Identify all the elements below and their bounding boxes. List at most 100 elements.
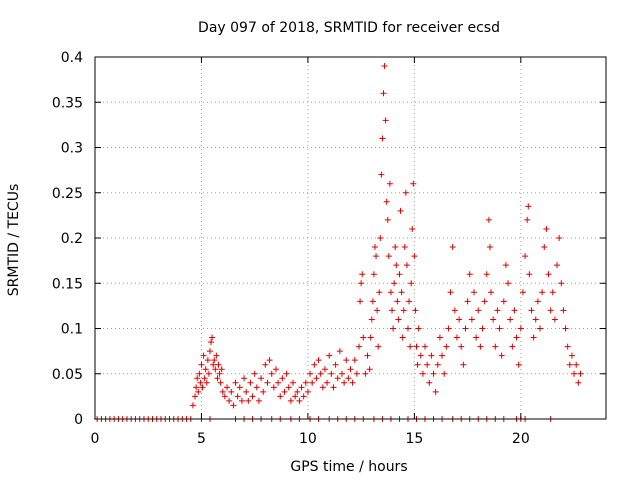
data-point: [481, 298, 488, 305]
y-tick-label: 0.15: [52, 276, 83, 292]
data-point: [247, 379, 254, 386]
data-point: [511, 307, 518, 314]
data-point: [211, 357, 218, 364]
data-point: [415, 325, 422, 332]
data-point: [203, 379, 210, 386]
data-point: [311, 361, 318, 368]
data-point: [287, 397, 294, 404]
data-point: [214, 375, 221, 382]
x-tick-label: 10: [299, 431, 317, 447]
data-point: [391, 280, 398, 287]
data-point: [549, 289, 556, 296]
data-point: [332, 361, 339, 368]
data-point: [217, 379, 224, 386]
data-point: [530, 334, 537, 341]
data-point: [283, 370, 290, 377]
data-point: [389, 307, 396, 314]
data-point: [298, 384, 305, 391]
axis-ticks: 0 0.05 0.1 0.15 0.2 0.25 0.3 0.35 0.4 0 5 10 15 20: [52, 50, 606, 447]
chart-title: Day 097 of 2018, SRMTID for receiver ecs…: [198, 20, 500, 36]
grid: [95, 57, 606, 419]
data-point: [441, 370, 448, 377]
data-point: [260, 388, 267, 395]
data-point: [302, 379, 309, 386]
data-point: [424, 361, 431, 368]
data-point: [426, 379, 433, 386]
data-point: [258, 375, 265, 382]
data-point: [422, 343, 429, 350]
data-point: [356, 343, 363, 350]
data-point: [385, 253, 392, 260]
data-point: [566, 361, 573, 368]
data-point: [264, 379, 271, 386]
y-tick-label: 0.2: [61, 231, 83, 247]
y-tick-label: 0.05: [52, 367, 83, 383]
data-point: [266, 357, 273, 364]
data-point: [234, 393, 241, 400]
data-point: [205, 370, 212, 377]
data-point: [409, 225, 416, 232]
data-point: [277, 393, 284, 400]
data-point: [524, 216, 531, 223]
data-point: [375, 343, 382, 350]
data-point: [428, 352, 435, 359]
data-point: [296, 397, 303, 404]
data-point: [571, 370, 578, 377]
data-point: [334, 375, 341, 382]
data-point: [558, 280, 565, 287]
data-point: [379, 135, 386, 142]
data-point: [232, 379, 239, 386]
data-point: [358, 280, 365, 287]
data-point: [449, 244, 456, 251]
data-point: [402, 189, 409, 196]
y-tick-label: 0.1: [61, 322, 83, 338]
data-point: [366, 366, 373, 373]
y-tick-label: 0.3: [61, 141, 83, 157]
data-point: [532, 316, 539, 323]
data-point: [382, 117, 389, 124]
data-point: [341, 379, 348, 386]
data-point: [378, 171, 385, 178]
data-point: [215, 361, 222, 368]
data-point: [534, 298, 541, 305]
data-point: [226, 397, 233, 404]
data-point: [359, 271, 366, 278]
data-point: [357, 298, 364, 305]
data-point: [377, 235, 384, 241]
data-point: [373, 253, 380, 260]
data-point: [370, 271, 377, 278]
data-point: [453, 334, 460, 341]
data-point: [224, 384, 231, 391]
data-point: [262, 361, 269, 368]
data-point: [401, 244, 408, 251]
data-point: [272, 366, 279, 373]
data-point: [562, 325, 569, 332]
data-point: [397, 207, 404, 214]
data-point: [477, 343, 484, 350]
data-point: [408, 280, 415, 287]
data-point: [500, 298, 507, 305]
data-point: [294, 388, 301, 395]
data-point: [398, 289, 405, 296]
data-point: [396, 271, 403, 278]
data-point: [483, 271, 490, 278]
data-point: [507, 316, 514, 323]
data-point: [374, 307, 381, 314]
data-point: [309, 379, 316, 386]
data-point: [394, 298, 401, 305]
data-point: [462, 325, 469, 332]
data-point: [216, 370, 223, 377]
data-point: [468, 316, 475, 323]
data-point: [230, 402, 237, 409]
data-point: [517, 325, 524, 332]
data-point: [197, 379, 204, 386]
data-point: [417, 352, 424, 359]
data-point: [384, 216, 391, 223]
data-point: [208, 339, 215, 346]
data-point: [381, 63, 388, 70]
data-point: [547, 307, 554, 314]
data-point: [326, 352, 333, 359]
data-point: [371, 244, 378, 251]
data-point: [255, 397, 262, 404]
